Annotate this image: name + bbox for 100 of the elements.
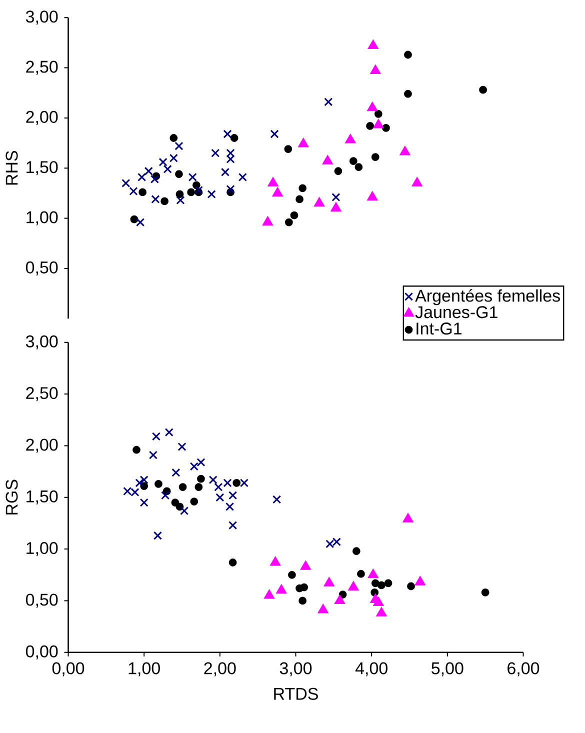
- point: [226, 148, 235, 158]
- point: [208, 476, 218, 484]
- point: [349, 157, 358, 166]
- point: [158, 158, 168, 166]
- point: [130, 215, 138, 224]
- point: [135, 478, 144, 488]
- y-tick-label: 3,00: [26, 10, 58, 25]
- y-tick-label: 1,00: [26, 542, 58, 556]
- point: [176, 190, 184, 198]
- point: [170, 134, 178, 142]
- x-tick-label: 6,00: [508, 662, 540, 676]
- point: [348, 582, 358, 591]
- point: [169, 154, 178, 162]
- point: [415, 576, 426, 586]
- point: [223, 478, 232, 488]
- point: [129, 186, 138, 196]
- point: [368, 569, 378, 578]
- point: [374, 110, 382, 118]
- x-tick-label: 1,00: [128, 662, 160, 676]
- point: [352, 547, 360, 556]
- point: [180, 506, 189, 516]
- point: [175, 170, 183, 178]
- x-tick-label: 5,00: [432, 662, 464, 676]
- point: [407, 582, 415, 590]
- point: [140, 498, 148, 507]
- point: [298, 596, 307, 605]
- point: [190, 498, 198, 506]
- point: [138, 172, 146, 182]
- point: [370, 65, 380, 74]
- y-tick-label: 0,50: [26, 594, 58, 608]
- point: [194, 186, 203, 194]
- point: [226, 154, 235, 164]
- point: [207, 190, 216, 198]
- point: [225, 502, 234, 511]
- point: [194, 483, 203, 492]
- point: [345, 134, 356, 144]
- point: [188, 172, 197, 182]
- point: [402, 513, 414, 522]
- x-tick-label: 4,00: [355, 662, 388, 676]
- x-axis-title: RTDS: [274, 688, 318, 700]
- point: [220, 168, 230, 176]
- point: [322, 155, 333, 164]
- point: [357, 570, 365, 578]
- point: [232, 478, 241, 487]
- y-axis-title: RGS: [6, 480, 18, 514]
- point: [481, 588, 490, 596]
- point: [172, 468, 180, 477]
- point: [144, 166, 153, 176]
- x-tick-label: 3,00: [280, 662, 312, 676]
- point: [178, 442, 186, 452]
- point: [164, 428, 174, 437]
- point: [197, 474, 205, 483]
- point: [154, 480, 162, 488]
- point: [223, 130, 232, 138]
- point: [268, 177, 278, 186]
- legend-label: Argentées femelles: [415, 289, 560, 306]
- point: [264, 590, 274, 599]
- point: [178, 483, 187, 492]
- point: [148, 450, 158, 460]
- point: [262, 216, 273, 226]
- point: [284, 145, 292, 153]
- point: [354, 163, 363, 172]
- point: [370, 588, 379, 596]
- point: [371, 153, 380, 162]
- y-tick-label: 0,00: [26, 645, 58, 660]
- x-tick-label: 2,00: [204, 662, 236, 676]
- point: [272, 187, 283, 196]
- point: [136, 218, 145, 227]
- point: [230, 134, 238, 142]
- point: [366, 122, 374, 130]
- point: [122, 178, 130, 188]
- point: [324, 577, 334, 586]
- point: [288, 570, 296, 579]
- point: [298, 138, 308, 148]
- point: [377, 581, 386, 590]
- point: [404, 50, 412, 59]
- point: [334, 594, 345, 604]
- point: [196, 458, 206, 467]
- point: [284, 218, 293, 226]
- point: [330, 202, 342, 212]
- point: [296, 195, 304, 204]
- point: [314, 197, 324, 206]
- point: [240, 478, 248, 488]
- point: [479, 86, 488, 94]
- point: [276, 584, 286, 594]
- y-tick-label: 1,00: [26, 211, 58, 226]
- point: [160, 197, 169, 206]
- y-tick-label: 2,00: [26, 110, 58, 125]
- point: [270, 130, 279, 138]
- point: [384, 579, 392, 588]
- point: [153, 531, 162, 540]
- y-tick-label: 2,50: [26, 60, 58, 75]
- point: [382, 124, 390, 132]
- point: [228, 491, 238, 500]
- point: [187, 188, 196, 196]
- point: [163, 164, 172, 174]
- point: [367, 191, 378, 200]
- point: [190, 462, 198, 471]
- point: [140, 476, 148, 484]
- point: [371, 579, 380, 588]
